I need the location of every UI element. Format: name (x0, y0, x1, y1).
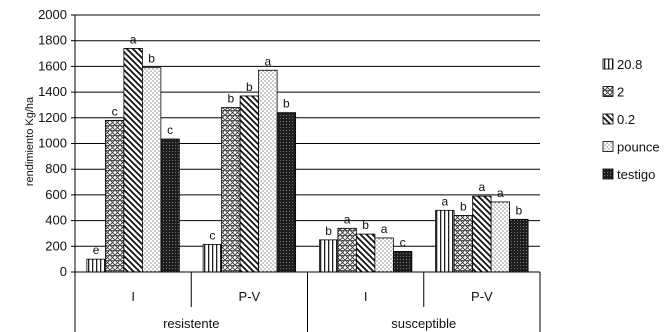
bars (86, 48, 529, 273)
data-label: c (400, 235, 406, 249)
y-axis-label: rendimiento Kg/ha (24, 96, 36, 186)
data-label: c (167, 123, 173, 137)
legend-swatch (602, 58, 614, 70)
data-label: a (381, 222, 388, 236)
data-label: a (479, 180, 486, 194)
bar-testigo (509, 218, 529, 273)
data-label: a (265, 54, 272, 68)
data-label: a (497, 186, 504, 200)
y-tick-label: 2000 (38, 7, 67, 22)
bar-testigo (392, 251, 413, 273)
y-tick-label: 200 (45, 238, 67, 253)
legend-entry: testigo (617, 167, 655, 182)
y-tick-label: 800 (45, 161, 67, 176)
legend-entry: 20.8 (617, 57, 642, 72)
bar-20-8 (202, 243, 223, 273)
y-tick-label: 600 (45, 187, 67, 202)
y-tick-label: 0 (60, 264, 67, 279)
bar-2 (453, 215, 474, 273)
x-tick-label: P-V (239, 289, 261, 304)
data-label: b (283, 97, 290, 111)
x-tick-label: I (131, 289, 135, 304)
bar-0-2 (239, 95, 260, 273)
legend: 20.8 2 0.2 pounce testigo (602, 57, 660, 182)
bar-testigo (160, 138, 180, 273)
bar-pounce (490, 201, 511, 273)
axes: 0 200 400 600 800 1000 1200 1400 1600 1800 2000 ren… (24, 7, 541, 332)
data-label: b (362, 218, 369, 232)
y-tick-label: 1600 (38, 58, 67, 73)
bar-testigo (276, 112, 297, 273)
y-tick-label: 1400 (38, 84, 67, 99)
y-tick-label: 1000 (38, 136, 67, 151)
group-label: susceptible (391, 316, 456, 331)
bar-0-2 (123, 48, 143, 273)
x-tick-label: I (364, 289, 368, 304)
y-tick-label: 1800 (38, 33, 67, 48)
bar-20-8 (318, 239, 339, 273)
bar-pounce (374, 237, 394, 273)
bar-0-2 (472, 195, 492, 273)
data-label: a (344, 212, 351, 226)
group-label: resistente (163, 316, 219, 331)
data-label: e (93, 243, 100, 257)
data-label: b (325, 224, 332, 238)
bar-pounce (258, 69, 278, 273)
legend-entry: 2 (617, 85, 624, 100)
legend-swatch (602, 86, 614, 97)
legend-swatch (602, 113, 614, 125)
data-label: a (442, 194, 449, 208)
data-label: c (209, 228, 215, 242)
data-label: b (228, 92, 235, 106)
data-label: b (246, 80, 253, 94)
legend-swatch (602, 141, 614, 152)
data-label: c (112, 104, 118, 118)
legend-swatch (602, 168, 614, 180)
legend-entry: pounce (617, 140, 660, 155)
bar-20-8 (435, 209, 455, 273)
bar-0-2 (355, 233, 376, 273)
data-label: b (460, 199, 467, 213)
bar-20-8 (86, 258, 106, 273)
bar-2 (337, 227, 357, 273)
x-tick-label: P-V (471, 289, 493, 304)
bar-pounce (141, 67, 162, 273)
y-tick-label: 400 (45, 213, 67, 228)
y-tick-label: 1200 (38, 110, 67, 125)
data-label: a (130, 32, 137, 46)
bar-2 (221, 107, 241, 273)
data-label: b (516, 203, 523, 217)
bar-2 (104, 119, 125, 273)
data-label: b (148, 52, 155, 66)
legend-entry: 0.2 (617, 112, 635, 127)
